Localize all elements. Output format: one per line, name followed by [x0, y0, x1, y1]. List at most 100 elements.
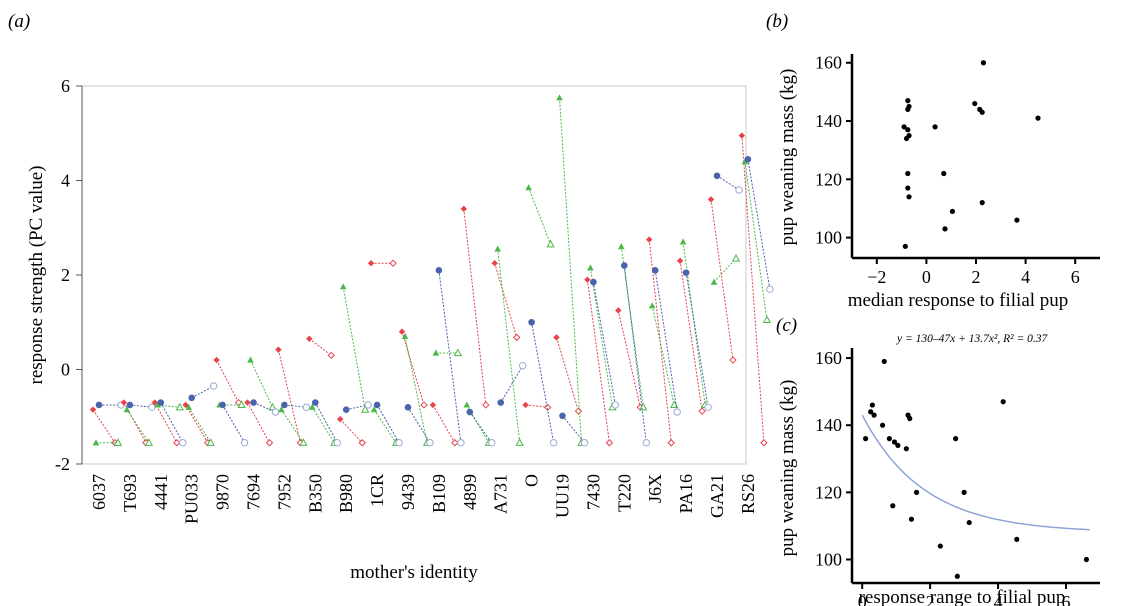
panel-a-point-green-filled [648, 302, 656, 309]
panel-a-point-blue-open [364, 401, 372, 409]
panel-a-line-blue [160, 402, 184, 443]
panel-a-x-tick-label: T220 [614, 474, 634, 512]
panel-a-line-blue [314, 402, 338, 443]
panel-a-point-blue-filled [559, 412, 566, 420]
panel-b-x-tick-label: 4 [1021, 267, 1030, 287]
panel-b-points [901, 60, 1041, 249]
panel-a-point-green-filled [679, 238, 687, 245]
panel-a-point-green-filled [710, 278, 718, 285]
panel-a-line-red [401, 331, 425, 406]
panel-a-point-red-filled [337, 415, 344, 423]
panel-a-x-tick-label: GA21 [707, 474, 727, 518]
panel-a-point-blue-open [673, 408, 681, 416]
panel-c-point [868, 409, 874, 415]
panel-a-point-green-open [515, 438, 524, 446]
panel-a-point-blue-filled [157, 399, 165, 406]
panel-c-y-tick-label: 140 [815, 415, 842, 435]
panel-a-point-green-filled [92, 439, 100, 446]
panel-a-x-tick-label: T693 [120, 474, 140, 512]
panel-b-point [905, 170, 911, 177]
panel-a-line-red [741, 135, 765, 443]
panel-a-point-blue-filled [497, 399, 505, 406]
panel-a-x-tick-label: PA16 [676, 474, 696, 513]
panel-a-x-tick-label: A731 [491, 474, 511, 514]
panel-a-line-blue [469, 411, 493, 444]
panel-a-point-red-open [327, 351, 336, 360]
panel-a-x-tick-label: 7952 [274, 474, 294, 510]
panel-a-point-blue-open [519, 362, 527, 370]
panel-a-point-green-open [237, 400, 246, 409]
panel-a-y-tick-label: -2 [55, 454, 70, 474]
panel-a-point-green-filled [123, 406, 131, 413]
panel-a-point-red-open [729, 356, 737, 364]
panel-a-point-green-open [762, 315, 772, 323]
panel-a-point-blue-open [271, 408, 280, 416]
panel-a-y-tick-label: 2 [61, 265, 70, 285]
panel-a-x-tick-label: PU033 [182, 474, 202, 524]
panel-a-point-green-filled [278, 406, 285, 413]
panel-a-point-green-filled [587, 264, 594, 271]
panel-a-point-red-filled [615, 307, 622, 314]
panel-a-line-green [559, 97, 582, 443]
panel-a-line-red [494, 263, 518, 338]
panel-a-point-red-filled [244, 399, 251, 406]
panel-b-point [905, 106, 911, 112]
panel-a-point-red-open [667, 439, 675, 447]
panel-c-xlabel: response range to filial pup [859, 587, 1066, 606]
panel-a-line-green [311, 407, 335, 444]
panel-a-line-blue [438, 270, 462, 443]
panel-a-point-blue-open [611, 401, 620, 409]
panel-a-point-green-filled [247, 356, 254, 363]
panel-a-x-tick-label: J6X [645, 474, 665, 503]
panel-a-x-tick-label: 4441 [151, 474, 171, 510]
panel-a-line-blue [685, 272, 709, 408]
panel-a-line-red [185, 404, 209, 443]
panel-a-line-blue [716, 175, 740, 191]
panel-c-point [881, 358, 887, 365]
panel-c-y-tick-label: 100 [815, 550, 842, 570]
panel-a-point-green-filled [494, 245, 501, 252]
panel-c-point [890, 503, 896, 509]
panel-a-point-blue-open [704, 403, 712, 411]
panel-a-x-tick-label: 9870 [213, 474, 233, 510]
panel-a-point-red-filled [491, 259, 498, 267]
panel-a-point-red-filled [398, 328, 406, 335]
panel-a-y-tick-label: 6 [61, 76, 70, 96]
panel-a-line-blue [623, 265, 647, 443]
panel-a-point-blue-filled [466, 408, 474, 416]
panel-a-line-green [528, 187, 552, 245]
panel-b-y-tick-label: 120 [815, 169, 842, 189]
panel-a-point-blue-filled [188, 394, 195, 402]
panel-a-line-blue [407, 407, 431, 444]
panel-c-point [886, 436, 892, 442]
panel-c-x-tick-label: 4 [994, 592, 1003, 606]
panel-c-point [895, 442, 901, 448]
panel-a-point-blue-filled [744, 155, 752, 163]
panel-c-ylabel: pup weaning mass (kg) [777, 380, 798, 557]
panel-b-point [902, 243, 908, 249]
panel-a-point-blue-open [766, 285, 774, 293]
panel-a-point-blue-filled [312, 399, 319, 406]
panel-a-point-blue-filled [250, 399, 257, 406]
panel-a-point-red-filled [553, 334, 560, 341]
panel-a-line-red [308, 338, 332, 356]
panel-a-line-red [154, 402, 178, 443]
panel-a-line-green [280, 409, 304, 444]
panel-a-point-green-filled [309, 403, 316, 410]
panel-c-point [871, 412, 877, 418]
panel-a-line-red [216, 359, 240, 403]
panel-c-point [937, 543, 943, 549]
panel-b-y-tick-label: 160 [815, 53, 842, 73]
panel-b-point [972, 100, 978, 107]
panel-a-line-green [126, 409, 150, 444]
panel-b-point [932, 124, 938, 130]
panel-a-point-blue-filled [682, 269, 690, 276]
panel-a-x-tick-label: B109 [429, 474, 449, 513]
panel-a-x-tick-label: O [522, 474, 542, 487]
panel-a-line-green [250, 359, 273, 408]
panel-b-x-tick-label: 6 [1071, 267, 1080, 287]
panel-a-line-blue [747, 159, 771, 290]
panel-a-point-blue-filled [404, 404, 412, 411]
panel-a-line-red [556, 337, 579, 412]
panel-b-point [905, 127, 911, 133]
